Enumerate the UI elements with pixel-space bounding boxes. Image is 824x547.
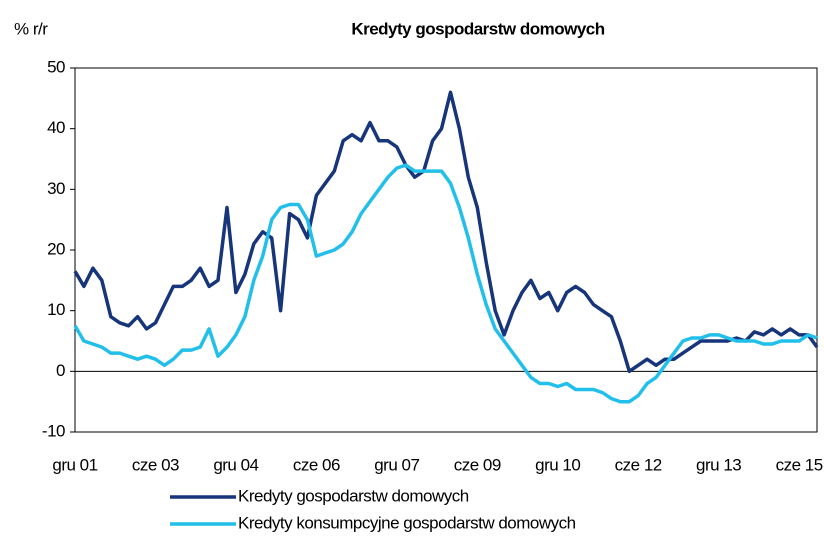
y-tick-label: 40 <box>47 118 65 137</box>
series-line <box>73 163 818 404</box>
x-tick-label: gru 13 <box>696 455 741 474</box>
series-line <box>73 90 819 374</box>
y-tick-label: -10 <box>42 421 65 440</box>
x-tick-label: cze 09 <box>454 455 501 474</box>
y-tick-label: 30 <box>47 179 65 198</box>
y-tick-label: 0 <box>56 361 65 380</box>
chart-title: Kredyty gospodarstw domowych <box>351 19 604 38</box>
legend-label: Kredyty konsumpcyjne gospodarstw domowyc… <box>238 513 576 532</box>
x-tick-label: gru 04 <box>213 455 258 474</box>
y-tick-label: 50 <box>47 57 65 76</box>
x-tick-label: cze 15 <box>776 455 823 474</box>
x-tick-label: cze 12 <box>615 455 662 474</box>
y-tick-label: 10 <box>47 300 65 319</box>
x-tick-label: cze 06 <box>293 455 340 474</box>
x-tick-label: gru 10 <box>535 455 580 474</box>
plot-frame <box>74 67 818 433</box>
legend-label: Kredyty gospodarstw domowych <box>238 486 469 505</box>
x-tick-label: cze 03 <box>132 455 179 474</box>
y-axis-label: % r/r <box>14 19 48 38</box>
x-tick-label: gru 07 <box>374 455 419 474</box>
x-tick-label: gru 01 <box>52 455 97 474</box>
y-tick-label: 20 <box>47 239 65 258</box>
